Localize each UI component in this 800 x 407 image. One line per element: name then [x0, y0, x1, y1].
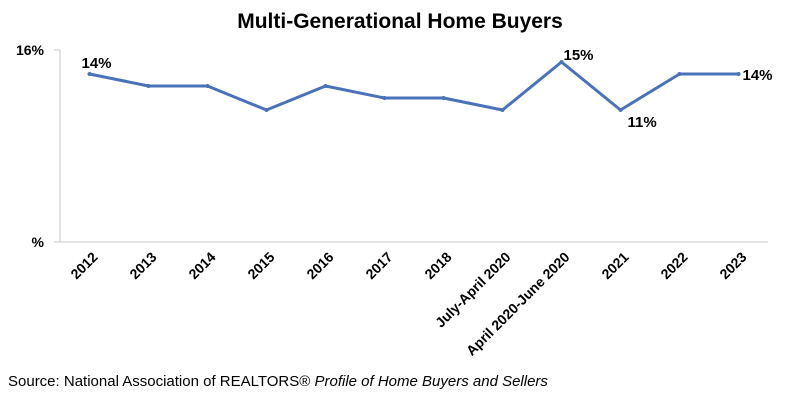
data-label: 14% [743, 67, 773, 84]
y-tick-label: % [32, 234, 45, 250]
source-note: Source: National Association of REALTORS… [8, 373, 548, 390]
data-point [441, 96, 446, 100]
data-point [618, 108, 623, 112]
x-tick-label: 2013 [126, 249, 159, 282]
data-point [677, 72, 682, 76]
x-tick-label: 2012 [67, 249, 100, 282]
series-line [88, 60, 740, 112]
x-tick-label: 2023 [716, 249, 749, 282]
source-prefix: Source: National Association of REALTORS… [8, 373, 311, 390]
x-tick-label: 2018 [421, 249, 454, 282]
data-point [264, 108, 269, 112]
data-point [146, 84, 151, 88]
data-point [736, 72, 741, 76]
x-tick-label: 2021 [598, 249, 631, 282]
data-point [323, 84, 328, 88]
data-point [382, 96, 387, 100]
data-label: 14% [82, 55, 112, 72]
data-point [87, 72, 92, 76]
x-tick-label: April 2020-June 2020 [463, 249, 573, 359]
chart-title: Multi-Generational Home Buyers [237, 10, 563, 33]
source-publication-title: Profile of Home Buyers and Sellers [314, 373, 548, 390]
data-label: 11% [628, 114, 657, 131]
data-point [205, 84, 210, 88]
data-point [500, 108, 505, 112]
data-label: 15% [564, 47, 594, 64]
data-point [559, 60, 564, 64]
y-tick-label: 16% [16, 42, 45, 58]
x-tick-label: 2017 [362, 249, 395, 282]
x-tick-label: 2022 [657, 249, 690, 282]
x-tick-label: 2014 [185, 249, 218, 282]
x-tick-label: 2015 [244, 249, 277, 282]
x-tick-label: 2016 [303, 249, 336, 282]
